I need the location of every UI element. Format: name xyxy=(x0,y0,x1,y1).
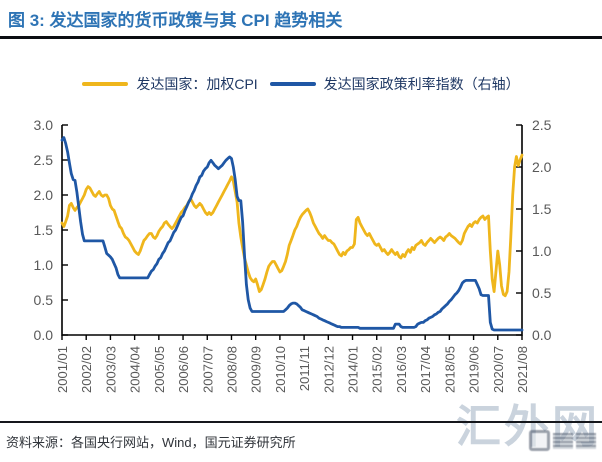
svg-text:2004/04: 2004/04 xyxy=(128,346,143,393)
legend-label-cpi: 发达国家：加权CPI xyxy=(136,76,258,92)
svg-text:3.0: 3.0 xyxy=(34,117,54,133)
svg-text:2018/05: 2018/05 xyxy=(442,346,457,393)
svg-text:2007/07: 2007/07 xyxy=(200,346,215,393)
watermark-logo xyxy=(529,430,596,451)
svg-text:2012/12: 2012/12 xyxy=(321,346,336,393)
svg-text:2010/10: 2010/10 xyxy=(273,346,288,393)
title-underline xyxy=(0,36,602,39)
svg-text:0.0: 0.0 xyxy=(532,327,552,343)
svg-text:2014/01: 2014/01 xyxy=(346,346,361,393)
svg-text:2.5: 2.5 xyxy=(532,117,552,133)
svg-text:2006/06: 2006/06 xyxy=(176,346,191,393)
svg-text:1.0: 1.0 xyxy=(34,257,54,273)
cpi-line-swatch-icon xyxy=(82,82,129,86)
svg-text:2017/04: 2017/04 xyxy=(418,346,433,393)
svg-text:2019/06: 2019/06 xyxy=(467,346,482,393)
svg-text:2001/01: 2001/01 xyxy=(55,346,70,393)
svg-text:1.0: 1.0 xyxy=(532,243,552,259)
svg-text:2005/05: 2005/05 xyxy=(152,346,167,393)
footer-separator xyxy=(0,421,602,423)
svg-text:2016/03: 2016/03 xyxy=(394,346,409,393)
svg-text:2011/11: 2011/11 xyxy=(297,346,312,391)
chart-legend: 发达国家：加权CPI 发达国家政策利率指数（右轴） xyxy=(0,74,602,94)
svg-text:0.0: 0.0 xyxy=(34,327,54,343)
svg-text:2.5: 2.5 xyxy=(34,152,54,168)
watermark-text: 汇外网 xyxy=(455,401,600,452)
svg-text:2009/09: 2009/09 xyxy=(249,346,264,393)
svg-text:2.0: 2.0 xyxy=(532,159,552,175)
legend-label-policy-rate: 发达国家政策利率指数（右轴） xyxy=(323,76,520,92)
watermark-logo-glyph xyxy=(553,432,573,449)
legend-item-cpi: 发达国家：加权CPI xyxy=(82,74,258,94)
svg-text:1.5: 1.5 xyxy=(532,201,552,217)
legend-item-policy-rate: 发达国家政策利率指数（右轴） xyxy=(269,74,520,94)
svg-text:0.5: 0.5 xyxy=(532,285,552,301)
svg-text:0.5: 0.5 xyxy=(34,292,54,308)
svg-text:2015/02: 2015/02 xyxy=(370,346,385,393)
figure-title: 图 3: 发达国家的货币政策与其 CPI 趋势相关 xyxy=(8,11,343,30)
svg-text:2021/08: 2021/08 xyxy=(515,346,530,393)
watermark-logo-glyph xyxy=(576,432,596,449)
svg-text:2003/03: 2003/03 xyxy=(103,346,118,393)
policy-rate-line-swatch-icon xyxy=(269,82,316,86)
svg-text:1.5: 1.5 xyxy=(34,222,54,238)
svg-text:2.0: 2.0 xyxy=(34,187,54,203)
data-source-note: 资料来源：各国央行网站，Wind，国元证券研究所 xyxy=(6,435,296,450)
svg-text:2020/07: 2020/07 xyxy=(491,346,506,393)
svg-text:2008/08: 2008/08 xyxy=(224,346,239,393)
watermark-logo-mark-icon xyxy=(529,430,550,451)
svg-text:2002/02: 2002/02 xyxy=(79,346,94,393)
